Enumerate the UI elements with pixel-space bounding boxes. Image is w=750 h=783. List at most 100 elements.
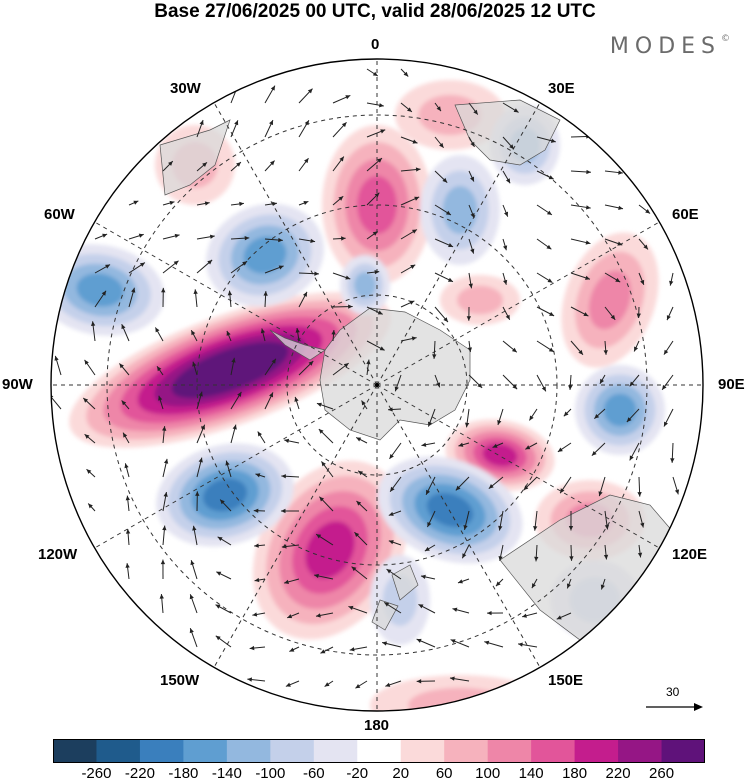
wind-arrowhead bbox=[169, 200, 175, 206]
wind-arrowhead bbox=[583, 312, 589, 317]
wind-arrowhead bbox=[320, 649, 326, 654]
wind-arrowhead bbox=[449, 676, 455, 681]
wind-arrowhead bbox=[217, 536, 223, 542]
wind-arrowhead bbox=[294, 396, 299, 402]
lon-label-120w: 120W bbox=[38, 546, 78, 563]
wind-arrowhead bbox=[308, 361, 314, 366]
wind-arrowhead bbox=[125, 563, 130, 568]
wind-arrowhead bbox=[436, 382, 441, 388]
wind-arrowhead bbox=[452, 607, 458, 612]
colorbar-tick-label: 140 bbox=[518, 765, 544, 782]
colorbar-swatch bbox=[400, 739, 445, 763]
wind-arrowhead bbox=[204, 201, 210, 206]
wind-arrowhead bbox=[227, 290, 233, 296]
lon-label-90w: 90W bbox=[2, 376, 33, 393]
landmass bbox=[159, 119, 231, 196]
wind-arrowhead bbox=[568, 385, 573, 390]
wind-arrowhead bbox=[289, 647, 295, 652]
lon-label-180: 180 bbox=[364, 717, 390, 734]
wind-arrowhead bbox=[662, 384, 667, 390]
wind-arrowhead bbox=[314, 271, 319, 276]
wind-arrowhead bbox=[382, 641, 388, 646]
positive-anomaly bbox=[588, 270, 632, 330]
wind-arrowhead bbox=[458, 442, 464, 447]
wind-arrowhead bbox=[174, 233, 180, 239]
wind-arrowhead bbox=[669, 280, 674, 286]
wind-arrowhead bbox=[585, 240, 591, 245]
wind-arrowhead bbox=[125, 529, 131, 534]
wind-arrowhead bbox=[569, 556, 574, 561]
wind-arrowhead bbox=[190, 560, 195, 566]
wind-vectors bbox=[51, 68, 680, 689]
wind-arrowhead bbox=[409, 300, 415, 305]
wind-arrowhead bbox=[162, 426, 167, 431]
wind-arrowhead bbox=[505, 314, 510, 320]
wind-arrowhead bbox=[547, 278, 553, 283]
wind-arrowhead bbox=[302, 291, 307, 297]
wind-arrowhead bbox=[470, 141, 475, 147]
wind-arrowhead bbox=[88, 503, 93, 509]
wind-arrowhead bbox=[445, 210, 451, 215]
wind-arrowhead bbox=[634, 346, 639, 352]
wind-arrowhead bbox=[531, 583, 536, 589]
wind-arrowhead bbox=[414, 196, 420, 201]
wind-arrowhead bbox=[560, 488, 565, 494]
wind-arrowhead bbox=[457, 579, 463, 584]
wind-arrowhead bbox=[198, 457, 203, 463]
wind-arrowhead bbox=[618, 205, 624, 210]
wind-arrowhead bbox=[546, 244, 552, 250]
wind-arrowhead bbox=[168, 161, 173, 166]
wind-arrowhead bbox=[157, 366, 162, 372]
wind-arrowhead bbox=[242, 261, 248, 266]
colorbar-tick-label: 20 bbox=[392, 765, 410, 782]
wind-arrowhead bbox=[380, 129, 386, 134]
wind-arrowhead bbox=[226, 330, 231, 336]
wind-arrowhead bbox=[280, 508, 286, 514]
wind-arrowhead bbox=[86, 469, 92, 474]
wind-arrowhead bbox=[285, 682, 291, 687]
wind-arrowhead bbox=[566, 583, 572, 589]
negative-anomaly bbox=[603, 393, 637, 427]
positive-anomaly bbox=[482, 443, 518, 467]
wind-arrowhead bbox=[568, 525, 574, 531]
wind-arrowhead bbox=[421, 442, 427, 447]
wind-arrowhead bbox=[418, 604, 424, 609]
wind-arrowhead bbox=[470, 212, 475, 218]
colorbar-swatch bbox=[226, 739, 271, 763]
wind-arrowhead bbox=[193, 289, 198, 295]
wind-arrowhead bbox=[374, 192, 380, 198]
wind-arrowhead bbox=[269, 160, 275, 166]
wind-arrowhead bbox=[563, 411, 569, 417]
wind-arrowhead bbox=[450, 639, 456, 644]
wind-arrowhead bbox=[236, 162, 241, 167]
wind-arrowhead bbox=[316, 402, 322, 407]
wind-arrowhead bbox=[372, 71, 378, 76]
wind-arrowhead bbox=[341, 236, 346, 241]
wind-arrowhead bbox=[509, 144, 514, 150]
wind-arrowhead bbox=[412, 139, 418, 144]
colorbar-swatch bbox=[270, 739, 315, 763]
wind-arrowhead bbox=[249, 645, 255, 651]
wind-arrowhead bbox=[215, 604, 221, 609]
wind-arrowhead bbox=[158, 395, 163, 401]
wind-arrowhead bbox=[189, 594, 194, 600]
negative-anomaly bbox=[76, 273, 124, 307]
wind-arrowhead bbox=[467, 347, 473, 353]
wind-arrowhead bbox=[388, 511, 394, 516]
lon-label-90e: 90E bbox=[718, 376, 745, 393]
wind-arrowhead bbox=[83, 398, 89, 403]
wind-arrowhead bbox=[484, 640, 490, 645]
meridian bbox=[213, 102, 378, 386]
wind-arrowhead bbox=[348, 605, 354, 611]
wind-arrowhead bbox=[390, 486, 395, 492]
wind-arrowhead bbox=[529, 415, 534, 421]
wind-arrowhead bbox=[637, 492, 642, 497]
colorbar-swatch bbox=[574, 739, 619, 763]
wind-arrowhead bbox=[466, 316, 472, 321]
wind-arrowhead bbox=[411, 229, 417, 234]
wind-arrowhead bbox=[617, 241, 623, 246]
colorbar-tick-label: -60 bbox=[302, 765, 325, 782]
wind-arrowhead bbox=[464, 422, 470, 428]
wind-arrowhead bbox=[603, 554, 609, 560]
meridian bbox=[376, 384, 541, 668]
